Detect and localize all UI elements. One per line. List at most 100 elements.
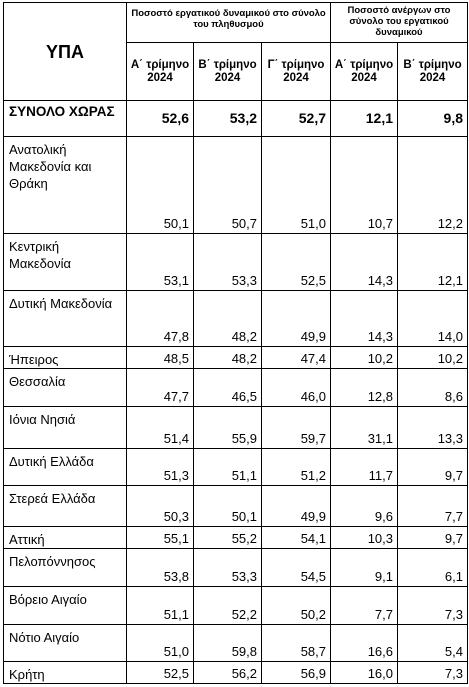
value-cell: 31,1: [330, 406, 398, 449]
value-cell: 50,7: [193, 136, 262, 234]
quarter-header: Β΄ τρίμηνο 2024: [397, 42, 468, 101]
value-cell: 48,2: [193, 346, 262, 369]
value-cell: 51,1: [126, 586, 194, 625]
value-cell: 11,7: [330, 448, 398, 486]
value-cell: 55,2: [193, 526, 262, 549]
region-name-cell: Βόρειο Αιγαίο: [3, 586, 127, 625]
value-cell: 6,1: [397, 548, 468, 587]
value-cell: 53,1: [126, 233, 194, 291]
region-name-cell: Πελοπόννησος: [3, 548, 127, 587]
region-name-cell: Ιόνια Νησιά: [3, 406, 127, 449]
region-name-cell: Δυτική Ελλάδα: [3, 448, 127, 486]
value-cell: 59,8: [193, 624, 262, 662]
unemployment-group-header: Ποσοστό ανέργων στο σύνολο του εργατικού…: [330, 2, 468, 43]
value-cell: 10,3: [330, 526, 398, 549]
value-cell: 53,3: [193, 233, 262, 291]
value-cell: 8,6: [397, 368, 468, 407]
value-cell: 50,2: [261, 586, 331, 625]
value-cell: 51,1: [193, 448, 262, 486]
value-cell: 10,7: [330, 136, 398, 234]
value-cell: 12,8: [330, 368, 398, 407]
value-cell: 50,1: [126, 136, 194, 234]
value-cell: 56,2: [193, 661, 262, 684]
value-cell: 55,9: [193, 406, 262, 449]
table-row: Θεσσαλία 47,7 46,5 46,0 12,8 8,6: [3, 368, 468, 407]
table-row: Ήπειρος 48,5 48,2 47,4 10,2 10,2: [3, 346, 468, 369]
table-row: Νότιο Αιγαίο 51,0 59,8 58,7 16,6 5,4: [3, 624, 468, 662]
region-name-cell: Κεντρική Μακεδονία: [3, 233, 127, 291]
participation-group-header: Ποσοστό εργατικού δυναμικού στο σύνολο τ…: [126, 2, 331, 43]
value-cell: 9,7: [397, 526, 468, 549]
table-row: Στερεά Ελλάδα 50,3 50,1 49,9 9,6 7,7: [3, 485, 468, 527]
value-cell: 52,2: [193, 586, 262, 625]
regional-labour-table: ΥΠΑ Ποσοστό εργατικού δυναμικού στο σύνο…: [3, 2, 468, 684]
region-name-cell: ΣΥΝΟΛΟ ΧΩΡΑΣ: [3, 100, 127, 137]
table-row: Κεντρική Μακεδονία 53,1 53,3 52,5 14,3 12,1: [3, 233, 468, 291]
regional-labour-table-wrapper: ΥΠΑ Ποσοστό εργατικού δυναμικού στο σύνο…: [3, 2, 468, 684]
value-cell: 49,9: [261, 290, 331, 347]
value-cell: 47,7: [126, 368, 194, 407]
value-cell: 7,3: [397, 661, 468, 684]
region-name-cell: Δυτική Μακεδονία: [3, 290, 127, 347]
value-cell: 56,9: [261, 661, 331, 684]
value-cell: 7,7: [330, 586, 398, 625]
value-cell: 16,0: [330, 661, 398, 684]
value-cell: 52,5: [261, 233, 331, 291]
quarter-header: Γ΄ τρίμηνο 2024: [261, 42, 331, 101]
value-cell: 46,0: [261, 368, 331, 407]
table-body: ΣΥΝΟΛΟ ΧΩΡΑΣ 52,6 53,2 52,7 12,1 9,8 Ανατολική…: [3, 100, 468, 684]
value-cell: 48,2: [193, 290, 262, 347]
first-column-header: ΥΠΑ: [3, 2, 127, 101]
quarter-header: Α΄ τρίμηνο 2024: [330, 42, 398, 101]
value-cell: 51,0: [261, 136, 331, 234]
table-row: Αττική 55,1 55,2 54,1 10,3 9,7: [3, 526, 468, 549]
table-row: Πελοπόννησος 53,8 53,3 54,5 9,1 6,1: [3, 548, 468, 587]
value-cell: 14,0: [397, 290, 468, 347]
value-cell: 52,5: [126, 661, 194, 684]
region-name-cell: Αττική: [3, 526, 127, 549]
table-row: Βόρειο Αιγαίο 51,1 52,2 50,2 7,7 7,3: [3, 586, 468, 625]
value-cell: 48,5: [126, 346, 194, 369]
value-cell: 53,2: [193, 100, 262, 137]
value-cell: 46,5: [193, 368, 262, 407]
value-cell: 52,7: [261, 100, 331, 137]
value-cell: 52,6: [126, 100, 194, 137]
value-cell: 10,2: [330, 346, 398, 369]
quarter-header: Β΄ τρίμηνο 2024: [193, 42, 262, 101]
value-cell: 58,7: [261, 624, 331, 662]
value-cell: 50,3: [126, 485, 194, 527]
value-cell: 51,2: [261, 448, 331, 486]
value-cell: 47,4: [261, 346, 331, 369]
table-row: Κρήτη 52,5 56,2 56,9 16,0 7,3: [3, 661, 468, 684]
value-cell: 16,6: [330, 624, 398, 662]
value-cell: 55,1: [126, 526, 194, 549]
quarter-header: Α΄ τρίμηνο 2024: [126, 42, 194, 101]
value-cell: 51,4: [126, 406, 194, 449]
value-cell: 12,2: [397, 136, 468, 234]
header-group-row: ΥΠΑ Ποσοστό εργατικού δυναμικού στο σύνο…: [3, 2, 468, 101]
region-name-cell: Κρήτη: [3, 661, 127, 684]
value-cell: 10,2: [397, 346, 468, 369]
value-cell: 9,8: [397, 100, 468, 137]
value-cell: 9,7: [397, 448, 468, 486]
value-cell: 12,1: [330, 100, 398, 137]
value-cell: 12,1: [397, 233, 468, 291]
value-cell: 9,1: [330, 548, 398, 587]
region-name-cell: Θεσσαλία: [3, 368, 127, 407]
region-name-cell: Ήπειρος: [3, 346, 127, 369]
value-cell: 50,1: [193, 485, 262, 527]
table-row: Ιόνια Νησιά 51,4 55,9 59,7 31,1 13,3: [3, 406, 468, 449]
value-cell: 7,3: [397, 586, 468, 625]
value-cell: 49,9: [261, 485, 331, 527]
value-cell: 51,3: [126, 448, 194, 486]
value-cell: 5,4: [397, 624, 468, 662]
table-row: Δυτική Μακεδονία 47,8 48,2 49,9 14,3 14,0: [3, 290, 468, 347]
value-cell: 9,6: [330, 485, 398, 527]
header-quarter-row: Α΄ τρίμηνο 2024 Β΄ τρίμηνο 2024 Γ΄ τρίμη…: [4, 42, 468, 101]
value-cell: 59,7: [261, 406, 331, 449]
value-cell: 47,8: [126, 290, 194, 347]
value-cell: 54,5: [261, 548, 331, 587]
value-cell: 53,3: [193, 548, 262, 587]
value-cell: 7,7: [397, 485, 468, 527]
value-cell: 14,3: [330, 233, 398, 291]
